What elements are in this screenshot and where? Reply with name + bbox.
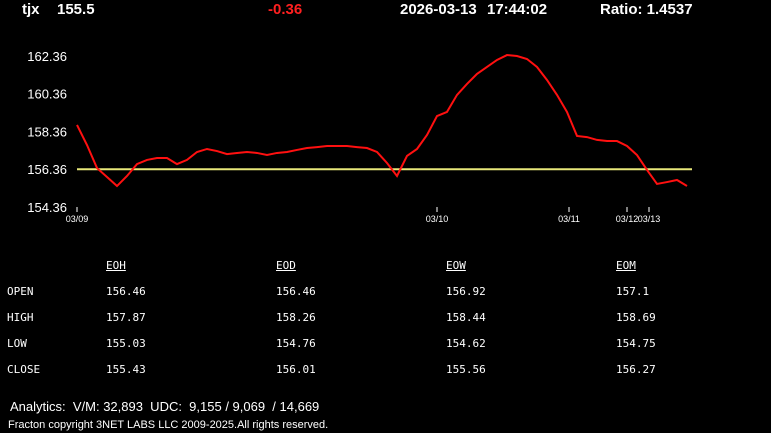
row-label: LOW — [7, 337, 27, 350]
y-tick-label: 158.36 — [27, 124, 67, 139]
price: 155.5 — [57, 1, 95, 18]
cell-value: 156.01 — [276, 363, 316, 376]
y-tick-label: 160.36 — [27, 87, 67, 102]
y-tick-label: 154.36 — [27, 200, 67, 215]
change: -0.36 — [268, 1, 303, 18]
column-header: EOD — [276, 259, 296, 272]
cell-value: 156.92 — [446, 285, 486, 298]
row-label: HIGH — [7, 311, 34, 324]
cell-value: 158.69 — [616, 311, 656, 324]
cell-value: 154.75 — [616, 337, 656, 350]
y-tick-label: 162.36 — [27, 49, 67, 64]
symbol: tjx — [22, 1, 40, 18]
cell-value: 154.62 — [446, 337, 486, 350]
cell-value: 158.26 — [276, 311, 316, 324]
cell-value: 155.43 — [106, 363, 146, 376]
date: 2026-03-13 — [400, 1, 477, 18]
cell-value: 155.03 — [106, 337, 146, 350]
cell-value: 157.1 — [616, 285, 650, 298]
cell-value: 156.27 — [616, 363, 656, 376]
cell-value: 158.44 — [446, 311, 486, 324]
column-header: EOW — [446, 259, 466, 272]
cell-value: 156.46 — [106, 285, 146, 298]
time: 17:44:02 — [487, 1, 548, 18]
x-tick-label: 03/09 — [66, 214, 89, 224]
x-tick-label: 03/12 — [616, 214, 639, 224]
row-label: CLOSE — [7, 363, 41, 376]
column-header: EOM — [616, 259, 636, 272]
cell-value: 157.87 — [106, 311, 146, 324]
x-tick-label: 03/10 — [426, 214, 449, 224]
cell-value: 154.76 — [276, 337, 316, 350]
column-header: EOH — [106, 259, 126, 272]
y-tick-label: 156.36 — [27, 162, 67, 177]
x-tick-label: 03/11 — [558, 214, 580, 224]
row-label: OPEN — [7, 285, 34, 298]
ratio: Ratio: 1.4537 — [600, 1, 693, 18]
chart: 154.36 156.36 158.36 160.36 162.36 03/09 03/10… — [27, 49, 692, 224]
analytics: Analytics: V/M: 32,893 UDC: 9,155 / 9,06… — [10, 399, 320, 414]
copyright: Fracton copyright 3NET LABS LLC 2009-202… — [8, 419, 329, 431]
price-line — [76, 54, 688, 188]
cell-value: 156.46 — [276, 285, 316, 298]
x-tick-label: 03/13 — [638, 214, 661, 224]
cell-value: 155.56 — [446, 363, 486, 376]
